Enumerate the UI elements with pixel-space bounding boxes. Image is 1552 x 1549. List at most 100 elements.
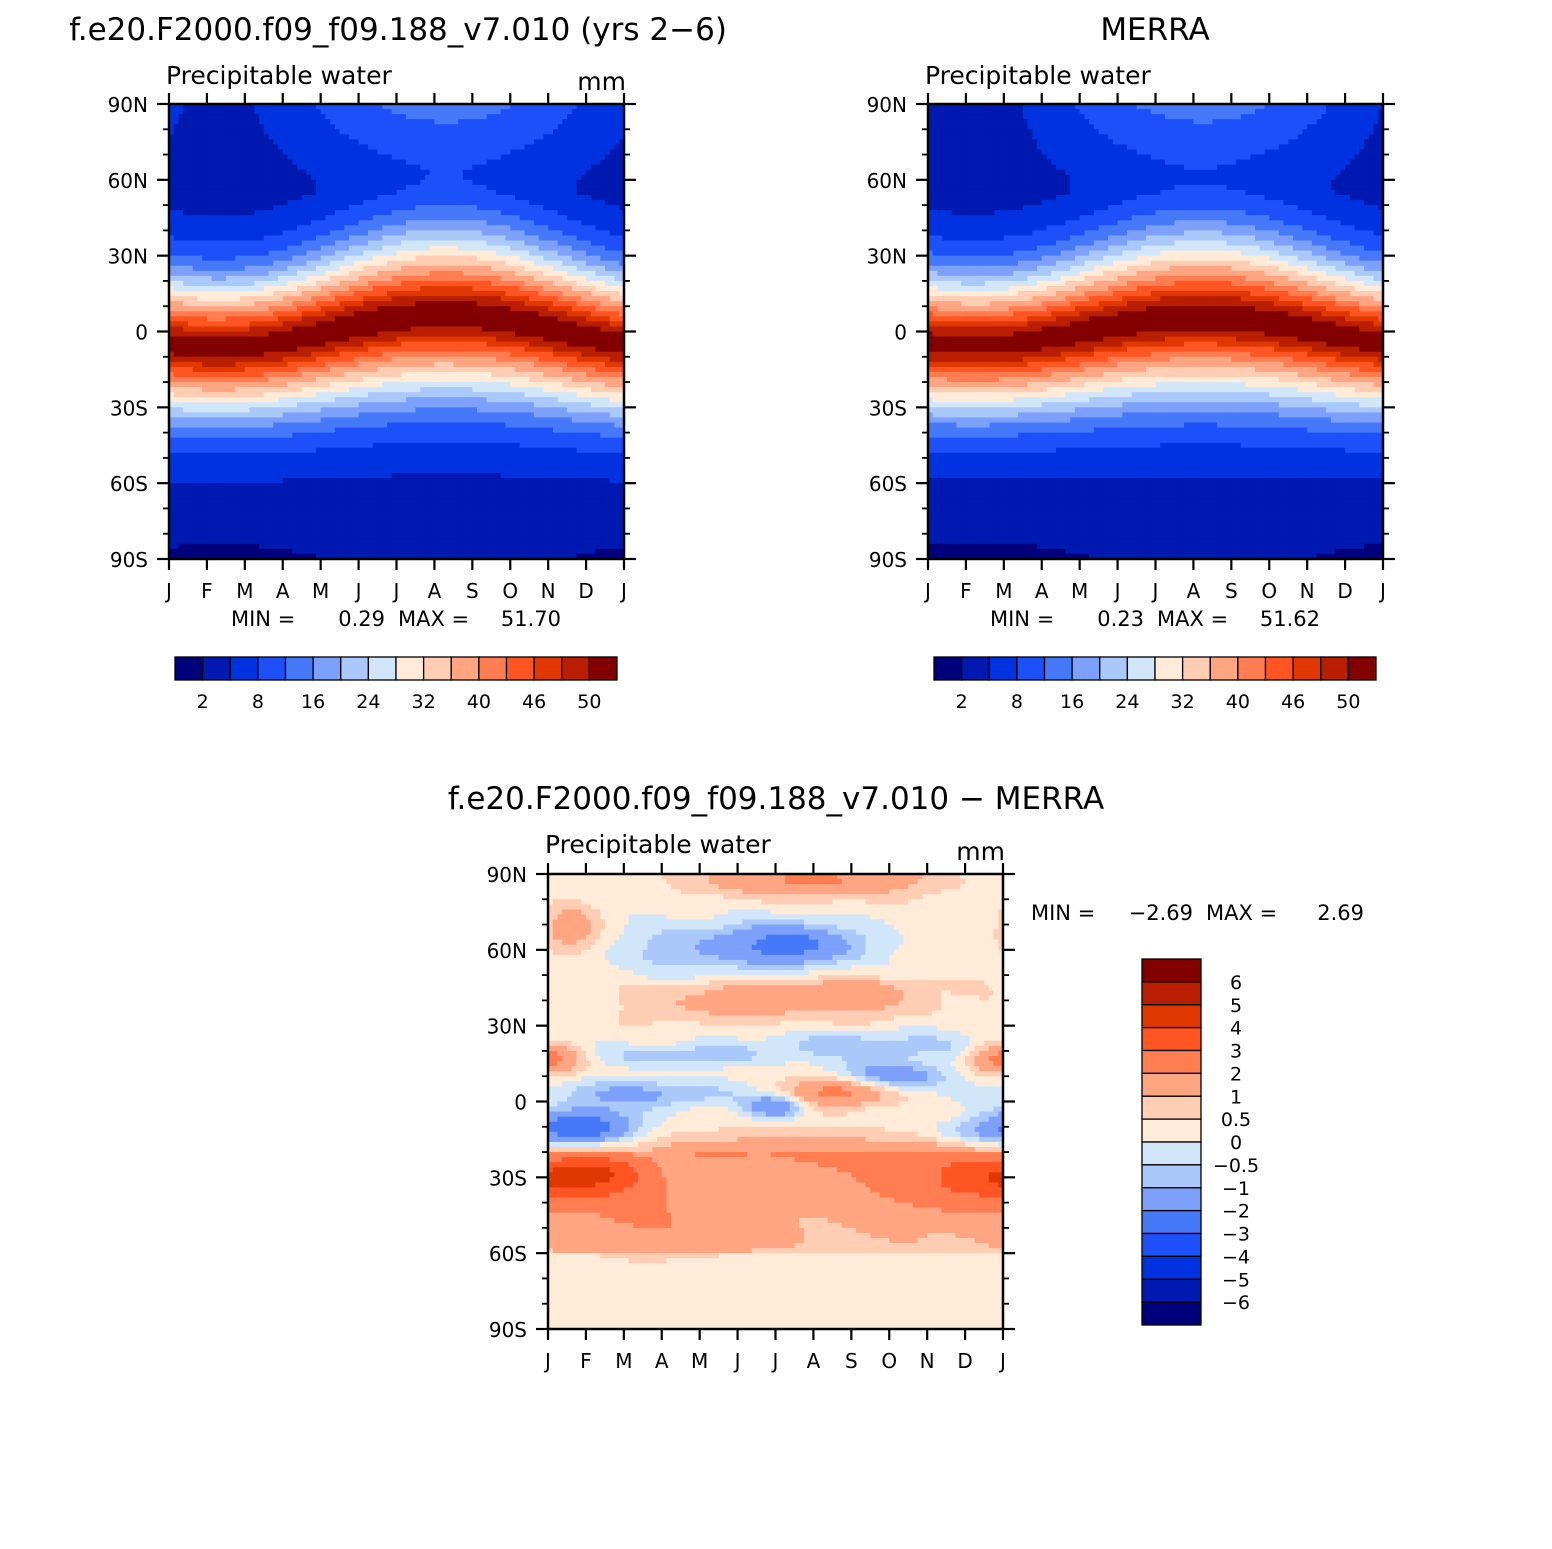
panel-model-cell xyxy=(387,124,393,130)
panel-model-cell xyxy=(211,200,217,206)
panel-model-cell xyxy=(382,119,388,125)
panel-model-cell xyxy=(263,265,270,272)
panel-model-cell xyxy=(249,169,255,176)
panel-model-cell xyxy=(533,159,540,166)
panel-model-cell xyxy=(462,326,469,333)
panel-model-cell xyxy=(211,286,217,292)
panel-model-cell xyxy=(344,174,350,181)
panel-model-cell xyxy=(576,154,582,161)
panel-model-cell xyxy=(590,169,597,176)
panel-model-cell xyxy=(244,326,251,333)
panel-model-cell xyxy=(481,346,488,353)
panel-model-cell xyxy=(533,184,540,191)
panel-model-cell xyxy=(533,245,540,252)
panel-model-cell xyxy=(538,205,545,211)
panel-model-cell xyxy=(173,159,180,166)
panel-model-cell xyxy=(287,200,293,206)
panel-model-cell xyxy=(605,275,611,282)
panel-model-cell xyxy=(282,139,289,146)
panel-model-cell xyxy=(401,301,407,307)
panel-model-cell xyxy=(192,189,199,196)
panel-model-cell xyxy=(491,255,497,262)
panel-model-cell xyxy=(173,265,180,272)
panel-model-cell xyxy=(595,184,601,191)
panel-model-cell xyxy=(410,306,417,312)
panel-model-cell xyxy=(548,356,554,363)
panel-model-cell xyxy=(173,341,180,348)
panel-model-cell xyxy=(477,270,483,277)
panel-model-cell xyxy=(538,321,545,328)
panel-model-cell xyxy=(244,296,251,302)
panel-model-cell xyxy=(605,311,611,317)
panel-model-cell xyxy=(334,220,341,226)
panel-model-cell xyxy=(614,306,620,312)
panel-model-cell xyxy=(548,291,554,297)
panel-model-cell xyxy=(519,139,526,146)
panel-model-cell xyxy=(600,114,606,120)
panel-model-cell xyxy=(216,280,222,287)
panel-model-cell xyxy=(486,361,492,368)
panel-model-cell xyxy=(330,205,336,211)
panel-model-cell xyxy=(500,200,507,206)
panel-model-cell xyxy=(311,280,317,287)
panel-model-cell xyxy=(221,346,227,353)
panel-model-cell xyxy=(372,184,379,191)
panel-model-cell xyxy=(287,169,293,176)
panel-model-cell xyxy=(296,336,303,343)
panel-model-cell xyxy=(439,235,445,242)
panel-model-cell xyxy=(306,124,312,130)
panel-model-cell xyxy=(202,240,208,247)
panel-model-cell xyxy=(467,220,473,226)
panel-model-cell xyxy=(529,336,535,343)
panel-model-cell xyxy=(467,184,473,191)
panel-model-cell xyxy=(396,265,402,272)
panel-model-cell xyxy=(325,331,331,338)
panel-model-cell xyxy=(505,291,511,297)
panel-model-cell xyxy=(429,260,436,267)
panel-model-cell xyxy=(368,195,374,201)
panel-model-cell xyxy=(306,109,312,115)
panel-model-cell xyxy=(244,311,251,317)
panel-model-cell xyxy=(315,331,322,338)
panel-model-cell xyxy=(244,346,251,353)
panel-model-cell xyxy=(434,225,440,231)
panel-model-cell xyxy=(467,134,473,140)
panel-model-cell xyxy=(505,215,511,221)
panel-model-cell xyxy=(415,210,421,216)
panel-model-cell xyxy=(524,291,530,297)
panel-model-cell xyxy=(368,184,374,191)
panel-model-cell xyxy=(391,351,398,358)
panel-model-cell xyxy=(609,119,616,125)
panel-model-cell xyxy=(169,215,175,221)
panel-model-cell xyxy=(548,114,554,120)
panel-model-cell xyxy=(562,311,568,317)
panel-model-cell xyxy=(263,174,270,181)
panel-model-cell xyxy=(410,260,417,267)
panel-model-cell xyxy=(259,306,265,312)
panel-model-cell xyxy=(334,109,341,115)
panel-model-cell xyxy=(505,129,511,135)
panel-model-cell xyxy=(458,265,464,272)
panel-model-cell xyxy=(344,280,350,287)
panel-model-cell xyxy=(505,235,511,242)
panel-model-cell xyxy=(496,225,502,231)
panel-model-cell xyxy=(368,351,374,358)
panel-model-cell xyxy=(240,129,246,135)
panel-model-cell xyxy=(306,200,312,206)
panel-model-cell xyxy=(306,230,312,237)
panel-model-cell xyxy=(472,275,478,282)
panel-model-cell xyxy=(225,301,232,307)
panel-model-cell xyxy=(325,205,331,211)
panel-model-cell xyxy=(600,356,606,363)
panel-model-cell xyxy=(173,356,180,363)
panel-model-cell xyxy=(315,316,322,322)
panel-model-cell xyxy=(173,200,180,206)
panel-model-cell xyxy=(581,149,587,156)
panel-model-cell xyxy=(349,356,355,363)
panel-model-cell xyxy=(287,270,293,277)
panel-model-cell xyxy=(249,164,255,171)
panel-model-cell xyxy=(567,139,573,146)
panel-model-cell xyxy=(306,174,312,181)
panel-model-cell xyxy=(543,351,549,358)
panel-model-cell xyxy=(306,296,312,302)
